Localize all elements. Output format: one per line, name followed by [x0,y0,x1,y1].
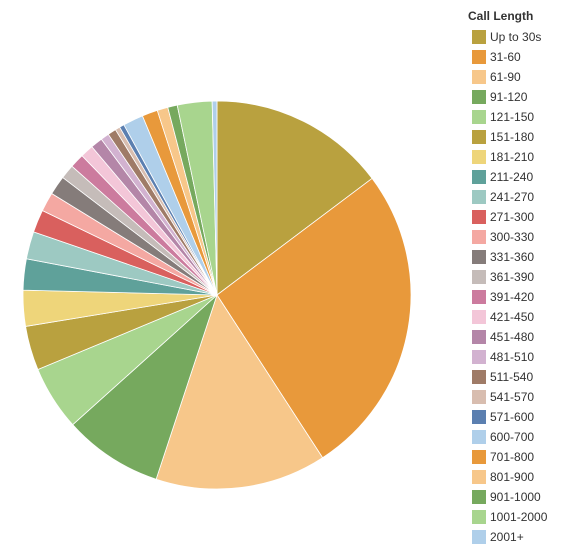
legend-label: 91-120 [490,90,528,104]
pie-slice [155,294,324,490]
legend-swatch [472,470,486,484]
legend-label: 571-600 [490,410,534,424]
legend-swatch [472,230,486,244]
legend-swatch [472,170,486,184]
pie-slice [211,100,218,296]
legend-swatch [472,290,486,304]
legend-label: 451-480 [490,330,534,344]
legend-swatch [472,390,486,404]
legend-label: 481-510 [490,350,534,364]
legend-swatch [472,130,486,144]
legend-label: 901-1000 [490,490,541,504]
legend-label: 541-570 [490,390,534,404]
legend-label: 300-330 [490,230,534,244]
legend-label: 211-240 [490,170,533,184]
legend-swatch [472,450,486,464]
legend-swatch [472,350,486,364]
legend-swatch [472,70,486,84]
legend-swatch [472,430,486,444]
legend-swatch [472,330,486,344]
pie-slice [216,177,412,459]
legend-swatch [472,510,486,524]
legend-label: 801-900 [490,470,534,484]
legend-label: 241-270 [490,190,534,204]
legend-swatch [472,50,486,64]
legend-label: 391-420 [490,290,534,304]
legend-swatch [472,530,486,544]
legend-label: 421-450 [490,310,534,324]
legend-label: 121-150 [490,110,534,124]
pie-slice [216,100,373,296]
legend-swatch [472,250,486,264]
legend-label: 31-60 [490,50,521,64]
legend-swatch [472,110,486,124]
legend-swatch [472,210,486,224]
legend-label: 151-180 [490,130,534,144]
legend-swatch [472,370,486,384]
legend-label: 331-360 [490,250,534,264]
legend-label: Up to 30s [490,30,541,44]
legend-swatch [472,90,486,104]
legend-swatch [472,150,486,164]
legend-title: Call Length [468,9,533,23]
legend-swatch [472,190,486,204]
legend-label: 600-700 [490,430,534,444]
legend-label: 361-390 [490,270,534,284]
legend-swatch [472,30,486,44]
legend-label: 2001+ [490,530,524,544]
legend-label: 701-800 [490,450,534,464]
legend-swatch [472,270,486,284]
legend-label: 511-540 [490,370,533,384]
legend-swatch [472,310,486,324]
legend-label: 1001-2000 [490,510,548,524]
legend-label: 61-90 [490,70,521,84]
legend-swatch [472,410,486,424]
legend-label: 271-300 [490,210,534,224]
legend-label: 181-210 [490,150,534,164]
pie-slice [72,293,218,480]
legend-swatch [472,490,486,504]
